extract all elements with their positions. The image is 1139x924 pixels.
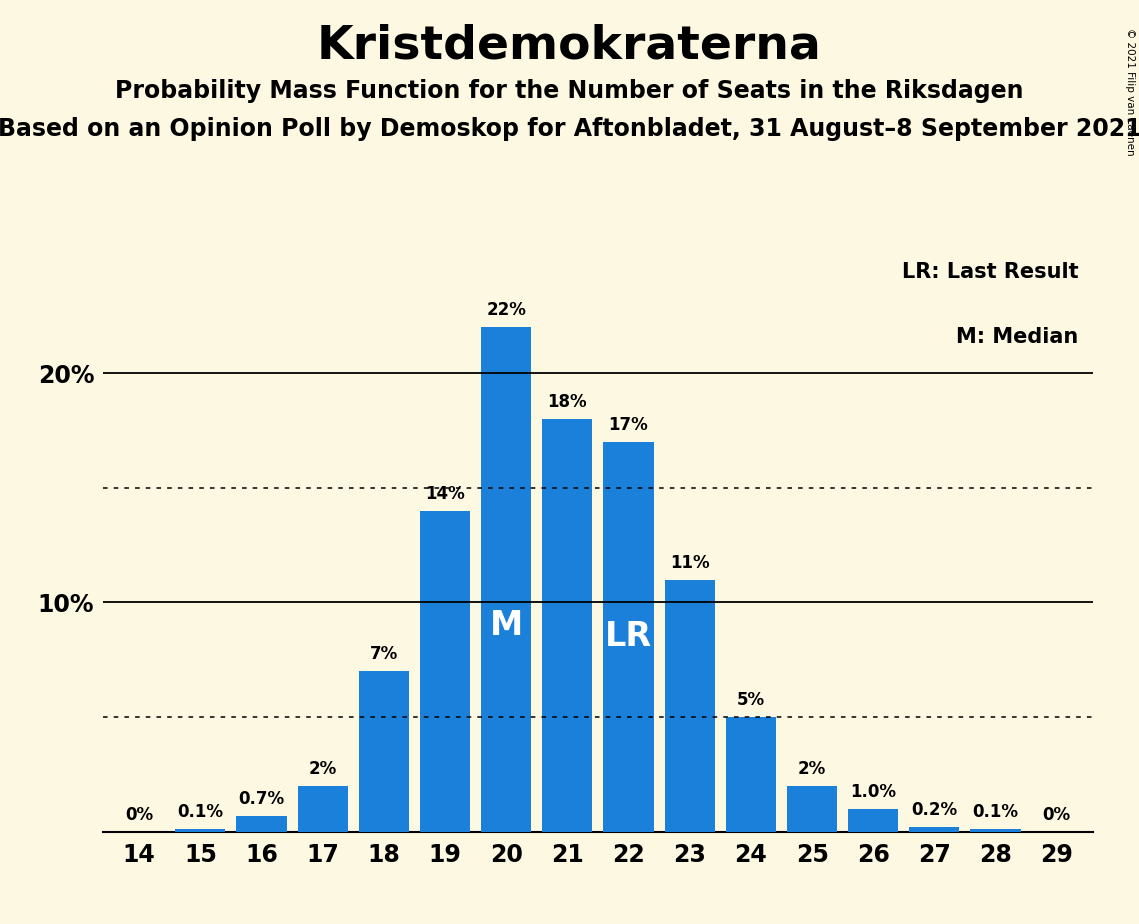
Bar [175,830,226,832]
Bar [970,830,1021,832]
Bar [420,511,470,832]
Text: LR: Last Result: LR: Last Result [902,261,1079,282]
Text: 18%: 18% [548,393,588,411]
Text: © 2021 Filip van Laenen: © 2021 Filip van Laenen [1125,28,1134,155]
Text: M: Median: M: Median [957,327,1079,347]
Bar [909,827,959,832]
Text: 0.2%: 0.2% [911,801,958,819]
Text: 14%: 14% [425,485,465,503]
Text: M: M [490,609,523,642]
Text: 0%: 0% [125,806,154,823]
Text: 1.0%: 1.0% [850,783,896,801]
Text: Probability Mass Function for the Number of Seats in the Riksdagen: Probability Mass Function for the Number… [115,79,1024,103]
Bar [542,419,592,832]
Text: 2%: 2% [798,760,826,778]
Bar [787,785,837,832]
Bar [481,327,531,832]
Bar [359,671,409,832]
Text: 22%: 22% [486,301,526,320]
Text: 2%: 2% [309,760,337,778]
Bar [604,442,654,832]
Text: Based on an Opinion Poll by Demoskop for Aftonbladet, 31 August–8 September 2021: Based on an Opinion Poll by Demoskop for… [0,117,1139,141]
Bar [665,579,715,832]
Bar [849,808,899,832]
Text: 17%: 17% [608,416,648,434]
Text: 0.1%: 0.1% [973,803,1018,821]
Text: LR: LR [605,620,653,653]
Text: 0.7%: 0.7% [238,789,285,808]
Bar [297,785,347,832]
Bar [237,816,287,832]
Text: 5%: 5% [737,691,765,709]
Text: 11%: 11% [670,553,710,572]
Text: 0.1%: 0.1% [178,803,223,821]
Text: Kristdemokraterna: Kristdemokraterna [317,23,822,68]
Text: 7%: 7% [370,645,398,663]
Text: 0%: 0% [1042,806,1071,823]
Bar [726,717,776,832]
